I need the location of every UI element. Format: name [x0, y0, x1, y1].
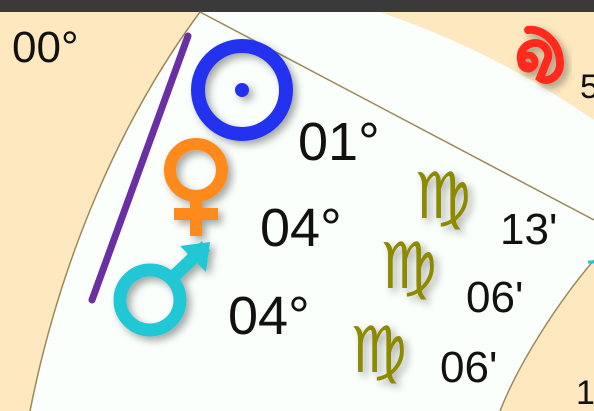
venus-degree: 04° [260, 198, 342, 258]
svg-text:♍: ♍ [350, 314, 407, 388]
lower-right-arc [499, 259, 594, 411]
venus-icon [164, 138, 228, 236]
mars-icon [113, 241, 211, 337]
virgo-icon: ♍ [350, 314, 407, 388]
virgo-icon: ♍ [380, 230, 437, 304]
partial-sign-label: 5 [580, 68, 594, 106]
leo-icon [516, 25, 565, 85]
conjunction-line [88, 32, 192, 304]
lower-right-band [500, 260, 594, 411]
upper-right-band [380, 12, 594, 120]
mars-degree: 04° [228, 286, 310, 346]
svg-text:♍: ♍ [380, 230, 437, 304]
virgo-icon: ♍ [414, 160, 471, 234]
venus-minute: 06' [466, 273, 523, 322]
sun-minute: 13' [500, 205, 557, 254]
outer-degree-label: 00° [12, 23, 79, 72]
sun-icon [191, 39, 293, 141]
mars-minute: 06' [440, 343, 497, 392]
sun-degree: 01° [298, 112, 380, 172]
wheel-boundary-arc [29, 11, 201, 411]
svg-text:♍: ♍ [414, 160, 471, 234]
partial-right-label: 1 [576, 374, 594, 411]
